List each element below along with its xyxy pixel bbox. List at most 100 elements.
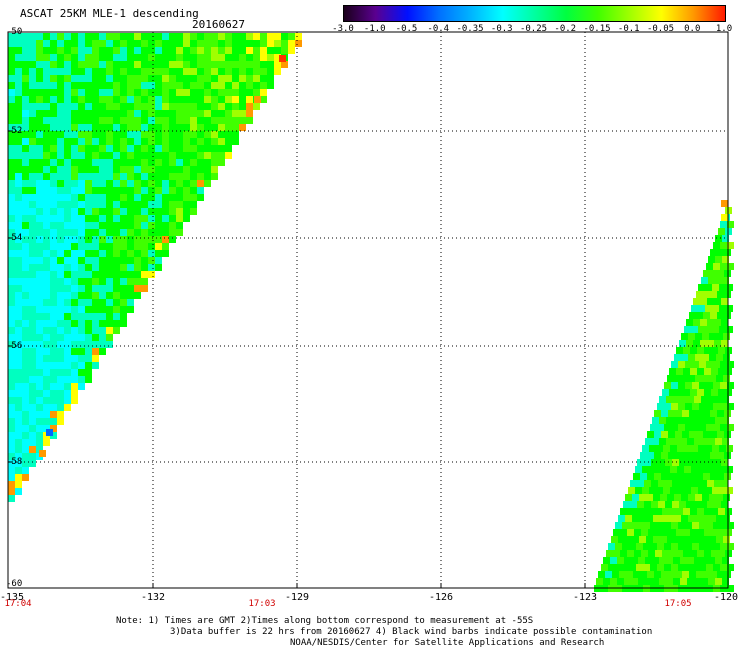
swath-pixel bbox=[43, 222, 50, 229]
swath-pixel bbox=[8, 68, 15, 75]
swath-pixel bbox=[204, 103, 211, 110]
swath-pixel bbox=[106, 194, 113, 201]
swath-pixel bbox=[225, 96, 232, 103]
swath-pixel bbox=[655, 550, 662, 557]
swath-pixel bbox=[713, 522, 720, 529]
swath-pixel bbox=[29, 264, 36, 271]
swath-pixel bbox=[120, 208, 127, 215]
swath-pixel bbox=[681, 515, 688, 522]
swath-pixel bbox=[106, 292, 113, 299]
swath-pixel bbox=[715, 578, 722, 585]
swath-pixel bbox=[666, 438, 673, 445]
swath-pixel bbox=[99, 47, 106, 54]
swath-pixel bbox=[43, 313, 50, 320]
swath-pixel bbox=[246, 89, 253, 96]
swath-pixel bbox=[260, 82, 267, 89]
swath-pixel bbox=[719, 326, 726, 333]
swath-pixel bbox=[683, 368, 690, 375]
swath-pixel bbox=[204, 124, 211, 131]
swath-pixel bbox=[716, 494, 723, 501]
swath-pixel bbox=[702, 375, 709, 382]
swath-pixel bbox=[92, 187, 99, 194]
swath-pixel bbox=[141, 229, 148, 236]
swath-pixel bbox=[670, 487, 677, 494]
swath-pixel bbox=[155, 152, 162, 159]
swath-pixel bbox=[689, 473, 696, 480]
swath-pixel bbox=[204, 89, 211, 96]
swath-pixel bbox=[113, 75, 120, 82]
swath-pixel bbox=[162, 152, 169, 159]
swath-pixel bbox=[218, 145, 225, 152]
swath-pixel bbox=[85, 376, 92, 383]
swath-pixel bbox=[671, 361, 678, 368]
swath-pixel bbox=[696, 473, 703, 480]
swath-pixel bbox=[148, 131, 155, 138]
swath-pixel bbox=[15, 145, 22, 152]
swath-pixel bbox=[169, 201, 176, 208]
swath-pixel bbox=[696, 291, 703, 298]
swath-pixel bbox=[680, 578, 687, 585]
swath-pixel bbox=[113, 33, 120, 40]
swath-pixel bbox=[64, 173, 71, 180]
swath-pixel bbox=[699, 361, 706, 368]
swath-pixel bbox=[686, 501, 693, 508]
swath-pixel bbox=[608, 564, 615, 571]
swath-pixel bbox=[713, 382, 720, 389]
swath-pixel bbox=[113, 320, 120, 327]
swath-pixel bbox=[703, 410, 710, 417]
swath-pixel bbox=[8, 222, 15, 229]
swath-pixel bbox=[183, 54, 190, 61]
swath-pixel bbox=[709, 333, 716, 340]
swath-pixel bbox=[113, 306, 120, 313]
swath-pixel bbox=[630, 501, 637, 508]
swath-pixel bbox=[50, 425, 57, 432]
swath-pixel bbox=[225, 110, 232, 117]
swath-pixel bbox=[99, 201, 106, 208]
swath-pixel bbox=[43, 341, 50, 348]
swath-pixel bbox=[703, 291, 710, 298]
swath-pixel bbox=[85, 299, 92, 306]
swath-pixel bbox=[141, 215, 148, 222]
swath-pixel bbox=[22, 467, 29, 474]
swath-pixel bbox=[681, 354, 688, 361]
swath-pixel bbox=[155, 173, 162, 180]
swath-pixel bbox=[43, 61, 50, 68]
swath-pixel bbox=[29, 124, 36, 131]
swath-pixel bbox=[15, 103, 22, 110]
swath-pixel bbox=[113, 103, 120, 110]
swath-pixel bbox=[29, 201, 36, 208]
swath-pixel bbox=[637, 480, 644, 487]
swath-pixel bbox=[721, 214, 728, 221]
swath-pixel bbox=[8, 131, 15, 138]
swath-pixel bbox=[134, 159, 141, 166]
swath-pixel bbox=[690, 347, 697, 354]
swath-pixel bbox=[71, 348, 78, 355]
swath-pixel bbox=[57, 159, 64, 166]
swath-pixel bbox=[50, 173, 57, 180]
swath-pixel bbox=[667, 494, 674, 501]
swath-pixel bbox=[39, 450, 46, 457]
swath-pixel bbox=[22, 187, 29, 194]
swath-pixel bbox=[113, 152, 120, 159]
swath-pixel bbox=[85, 103, 92, 110]
swath-pixel bbox=[672, 501, 679, 508]
swath-pixel bbox=[15, 432, 22, 439]
swath-pixel bbox=[71, 362, 78, 369]
swath-pixel bbox=[43, 320, 50, 327]
swath-pixel bbox=[22, 61, 29, 68]
swath-pixel bbox=[15, 362, 22, 369]
swath-pixel bbox=[15, 299, 22, 306]
swath-pixel bbox=[706, 543, 713, 550]
swath-pixel bbox=[148, 166, 155, 173]
swath-pixel bbox=[8, 243, 15, 250]
swath-pixel bbox=[260, 40, 267, 47]
swath-pixel bbox=[15, 131, 22, 138]
swath-pixel bbox=[29, 159, 36, 166]
swath-pixel bbox=[687, 578, 694, 585]
swath-pixel bbox=[685, 543, 692, 550]
swath-pixel bbox=[15, 376, 22, 383]
swath-pixel bbox=[688, 333, 695, 340]
swath-pixel bbox=[169, 180, 176, 187]
swath-pixel bbox=[169, 222, 176, 229]
swath-pixel bbox=[211, 117, 218, 124]
